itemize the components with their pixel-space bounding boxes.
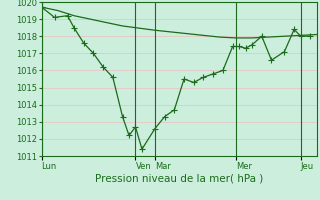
X-axis label: Pression niveau de la mer( hPa ): Pression niveau de la mer( hPa )	[95, 173, 263, 183]
